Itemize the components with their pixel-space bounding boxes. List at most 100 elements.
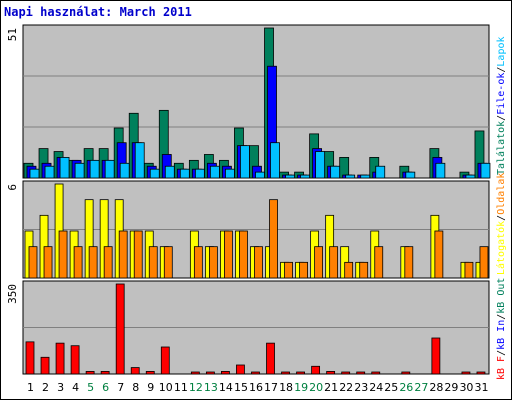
bottom-bar-kb-f-13 [205,371,215,375]
bottom-bar-kb-f-21 [326,371,336,375]
top-bar-lapok-9 [149,168,160,179]
x-tick-label-17: 17 [264,381,278,394]
x-tick-label-26: 26 [399,381,413,394]
bottom-bar-kb-f-12 [190,371,200,375]
middle-bar-oldalak-22 [344,261,354,279]
middle-bar-oldalak-1 [28,246,38,279]
x-tick-label-3: 3 [57,381,64,394]
x-tick-label-10: 10 [159,381,173,394]
middle-bar-oldalak-15 [239,230,248,279]
bottom-legend: kB F/kB In/kB Out [496,278,507,380]
bottom-bar-kb-f-30 [461,371,471,375]
bottom-bar-kb-f-26 [401,371,411,375]
bottom-bar-kb-f-10 [160,346,170,375]
x-tick-label-27: 27 [414,381,428,394]
top-legend-separator: / [496,115,507,121]
middle-bar-oldalak-28 [434,230,444,279]
middle-bar-oldalak-7 [118,230,128,279]
legend-item-kb-out: kB Out [496,278,507,314]
middle-bar-oldalak-5 [88,246,98,279]
top-bar-lapok-1 [29,168,40,179]
bottom-bar-kb-f-14 [221,371,230,375]
top-bar-lapok-17 [270,142,280,179]
bottom-bar-kb-f-16 [251,371,260,375]
middle-bar-oldalak-6 [103,246,113,279]
x-tick-label-20: 20 [309,381,323,394]
middle-bar-oldalak-2 [43,246,53,279]
bottom-bar-kb-f-6 [100,371,110,375]
legend-item-file-ok: File-ok [496,73,507,115]
top-bar-lapok-11 [179,168,190,179]
legend-item-kb-f: kB F [496,356,507,380]
top-legend: Találatok/File-ok/Lapok [495,36,507,175]
bottom-bar-kb-f-17 [266,342,275,375]
bottom-bar-kb-f-20 [311,365,321,375]
legend-item-tal-latok: Találatok [495,121,507,175]
x-tick-label-30: 30 [459,381,473,394]
middle-bar-oldalak-21 [329,246,339,279]
bottom-bar-kb-f-5 [85,371,95,375]
bottom-bar-kb-f-8 [130,367,140,375]
bottom-bar-kb-f-31 [476,371,486,375]
top-bar-lapok-6 [104,159,115,179]
top-bar-lapok-31 [480,162,491,179]
middle-bar-oldalak-31 [479,246,489,279]
middle-bar-oldalak-17 [269,199,278,279]
x-tick-label-16: 16 [249,381,263,394]
x-tick-label-29: 29 [444,381,458,394]
top-bar-lapok-28 [435,162,446,179]
top-ymax-label: 51 [6,28,19,41]
bottom-bar-kb-f-24 [371,371,381,375]
top-bar-lapok-21 [330,165,341,179]
x-tick-label-22: 22 [339,381,353,394]
top-bar-lapok-18 [285,174,295,179]
x-tick-label-18: 18 [279,381,293,394]
x-tick-label-28: 28 [429,381,443,394]
middle-bar-oldalak-4 [73,246,83,279]
middle-bar-oldalak-20 [314,246,324,279]
bottom-bar-kb-f-3 [55,342,65,375]
middle-bar-oldalak-3 [58,230,68,279]
x-tick-label-7: 7 [117,381,124,394]
legend-item-lapok: Lapok [496,36,507,66]
bottom-ymax-label: 350 [6,284,19,304]
top-bar-lapok-5 [89,159,100,179]
top-bar-lapok-14 [225,168,235,179]
bottom-bar-kb-f-9 [145,371,155,375]
top-legend-separator: / [496,67,507,73]
top-bar-lapok-2 [44,165,55,179]
x-tick-label-8: 8 [132,381,139,394]
x-tick-label-6: 6 [102,381,109,394]
middle-ymax-label: 6 [6,184,19,191]
x-tick-label-19: 19 [294,381,308,394]
middle-bar-oldalak-13 [208,246,218,279]
x-tick-label-2: 2 [42,381,49,394]
top-bar-lapok-15 [240,145,250,179]
middle-legend-separator: / [496,215,507,221]
middle-bar-oldalak-16 [254,246,263,279]
bottom-bar-kb-f-22 [341,371,351,375]
chart-title: Napi használat: March 2011 [4,5,192,19]
x-tick-label-4: 4 [72,381,79,394]
middle-bar-oldalak-8 [133,230,143,279]
x-tick-label-9: 9 [147,381,154,394]
middle-bar-oldalak-30 [464,261,474,279]
legend-item-kb-in: kB In [496,320,507,350]
top-bar-lapok-8 [134,142,145,179]
bottom-legend-separator: / [496,350,507,356]
middle-legend: Látogatók/Oldalak [495,173,507,275]
middle-bar-oldalak-24 [374,246,384,279]
legend-item-oldalak: Oldalak [496,173,507,215]
top-bar-lapok-19 [300,174,310,179]
bottom-bar-kb-f-28 [431,337,441,375]
middle-bar-oldalak-19 [299,261,308,279]
x-tick-label-25: 25 [384,381,398,394]
top-bar-lapok-16 [255,171,265,179]
x-tick-label-5: 5 [87,381,94,394]
bottom-bar-kb-f-1 [25,341,35,375]
top-bar-lapok-26 [405,171,416,179]
x-tick-label-31: 31 [474,381,488,394]
x-tick-label-23: 23 [354,381,368,394]
top-bar-lapok-22 [345,174,356,179]
